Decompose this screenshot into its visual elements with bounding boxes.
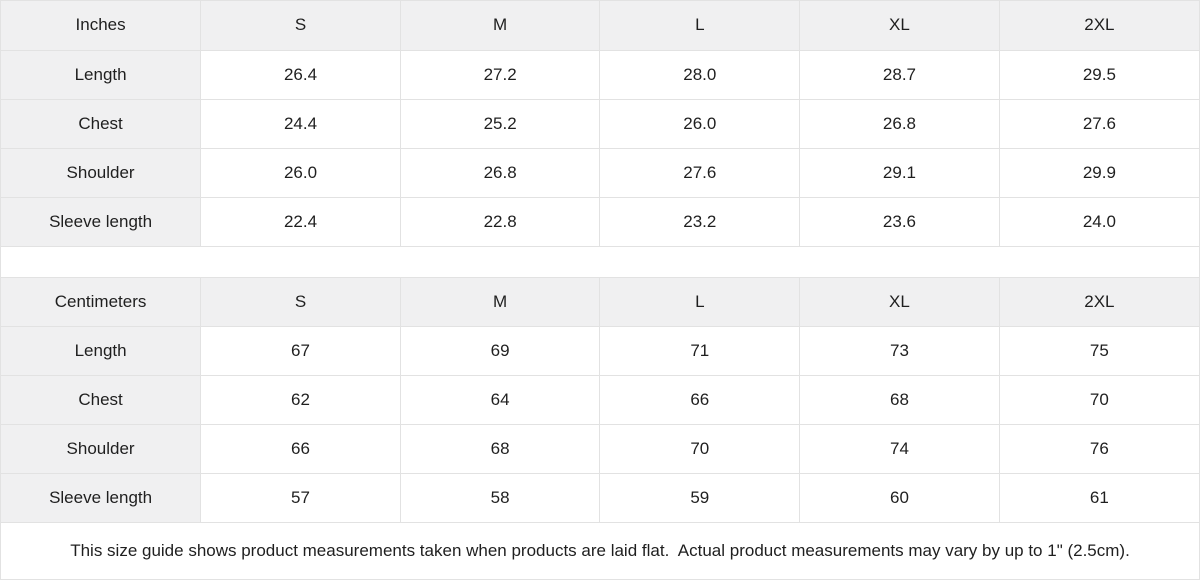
size-column-header-xl: XL [799, 1, 1000, 51]
row-label-cell: Length [1, 49, 202, 100]
table-row: Shoulder 26.0 26.8 27.6 29.1 29.9 [1, 147, 1199, 198]
table-row: Sleeve length 57 58 59 60 61 [1, 472, 1199, 523]
row-label-cell: Length [1, 325, 202, 376]
size-column-header-xl: XL [799, 276, 1000, 327]
measurement-cell: 22.8 [399, 196, 601, 247]
row-label-cell: Shoulder [1, 423, 202, 474]
measurement-cell: 61 [998, 472, 1199, 523]
measurement-cell: 73 [799, 325, 1000, 376]
table-gap [1, 246, 1199, 277]
measurement-cell: 26.0 [200, 147, 401, 198]
size-column-header-s: S [200, 1, 401, 51]
row-label-cell: Chest [1, 374, 202, 425]
measurement-cell: 26.0 [599, 98, 801, 149]
measurement-cell: 58 [399, 472, 601, 523]
inches-table: Inches S M L XL 2XL Length 26.4 27.2 28.… [1, 1, 1199, 247]
measurement-cell: 28.7 [799, 49, 1000, 100]
measurement-cell: 26.8 [799, 98, 1000, 149]
measurement-cell: 74 [799, 423, 1000, 474]
measurement-cell: 68 [399, 423, 601, 474]
measurement-cell: 67 [200, 325, 401, 376]
row-label-cell: Sleeve length [1, 472, 202, 523]
measurement-cell: 70 [599, 423, 801, 474]
measurement-cell: 28.0 [599, 49, 801, 100]
row-label-cell: Chest [1, 98, 202, 149]
size-column-header-2xl: 2XL [998, 1, 1199, 51]
unit-header-cell: Centimeters [1, 276, 202, 327]
table-row: Length 26.4 27.2 28.0 28.7 29.5 [1, 49, 1199, 100]
size-column-header-s: S [200, 276, 401, 327]
measurement-cell: 59 [599, 472, 801, 523]
size-column-header-m: M [399, 276, 601, 327]
unit-header-cell: Inches [1, 1, 202, 51]
measurement-cell: 75 [998, 325, 1199, 376]
measurement-cell: 60 [799, 472, 1000, 523]
size-column-header-2xl: 2XL [998, 276, 1199, 327]
measurement-cell: 26.4 [200, 49, 401, 100]
measurement-cell: 24.4 [200, 98, 401, 149]
table-row: Length 67 69 71 73 75 [1, 325, 1199, 376]
table-header-row: Inches S M L XL 2XL [1, 1, 1199, 51]
measurement-cell: 25.2 [399, 98, 601, 149]
table-row: Chest 62 64 66 68 70 [1, 374, 1199, 425]
measurement-cell: 23.2 [599, 196, 801, 247]
measurement-cell: 29.1 [799, 147, 1000, 198]
measurement-cell: 27.2 [399, 49, 601, 100]
size-column-header-m: M [399, 1, 601, 51]
row-label-cell: Shoulder [1, 147, 202, 198]
measurement-cell: 71 [599, 325, 801, 376]
measurement-cell: 62 [200, 374, 401, 425]
measurement-cell: 76 [998, 423, 1199, 474]
table-row: Shoulder 66 68 70 74 76 [1, 423, 1199, 474]
measurement-cell: 66 [599, 374, 801, 425]
centimeters-table: Centimeters S M L XL 2XL Length 67 69 71… [1, 276, 1199, 523]
measurement-cell: 27.6 [998, 98, 1199, 149]
measurement-cell: 23.6 [799, 196, 1000, 247]
table-row: Chest 24.4 25.2 26.0 26.8 27.6 [1, 98, 1199, 149]
table-header-row: Centimeters S M L XL 2XL [1, 276, 1199, 327]
measurement-cell: 27.6 [599, 147, 801, 198]
size-column-header-l: L [599, 276, 801, 327]
measurement-cell: 68 [799, 374, 1000, 425]
measurement-cell: 57 [200, 472, 401, 523]
measurement-cell: 66 [200, 423, 401, 474]
size-column-header-l: L [599, 1, 801, 51]
measurement-cell: 29.5 [998, 49, 1199, 100]
measurement-cell: 24.0 [998, 196, 1199, 247]
size-guide-note: This size guide shows product measuremen… [1, 522, 1199, 579]
row-label-cell: Sleeve length [1, 196, 202, 247]
measurement-cell: 64 [399, 374, 601, 425]
measurement-cell: 26.8 [399, 147, 601, 198]
table-row: Sleeve length 22.4 22.8 23.2 23.6 24.0 [1, 196, 1199, 247]
measurement-cell: 29.9 [998, 147, 1199, 198]
measurement-cell: 22.4 [200, 196, 401, 247]
measurement-cell: 69 [399, 325, 601, 376]
measurement-cell: 70 [998, 374, 1199, 425]
